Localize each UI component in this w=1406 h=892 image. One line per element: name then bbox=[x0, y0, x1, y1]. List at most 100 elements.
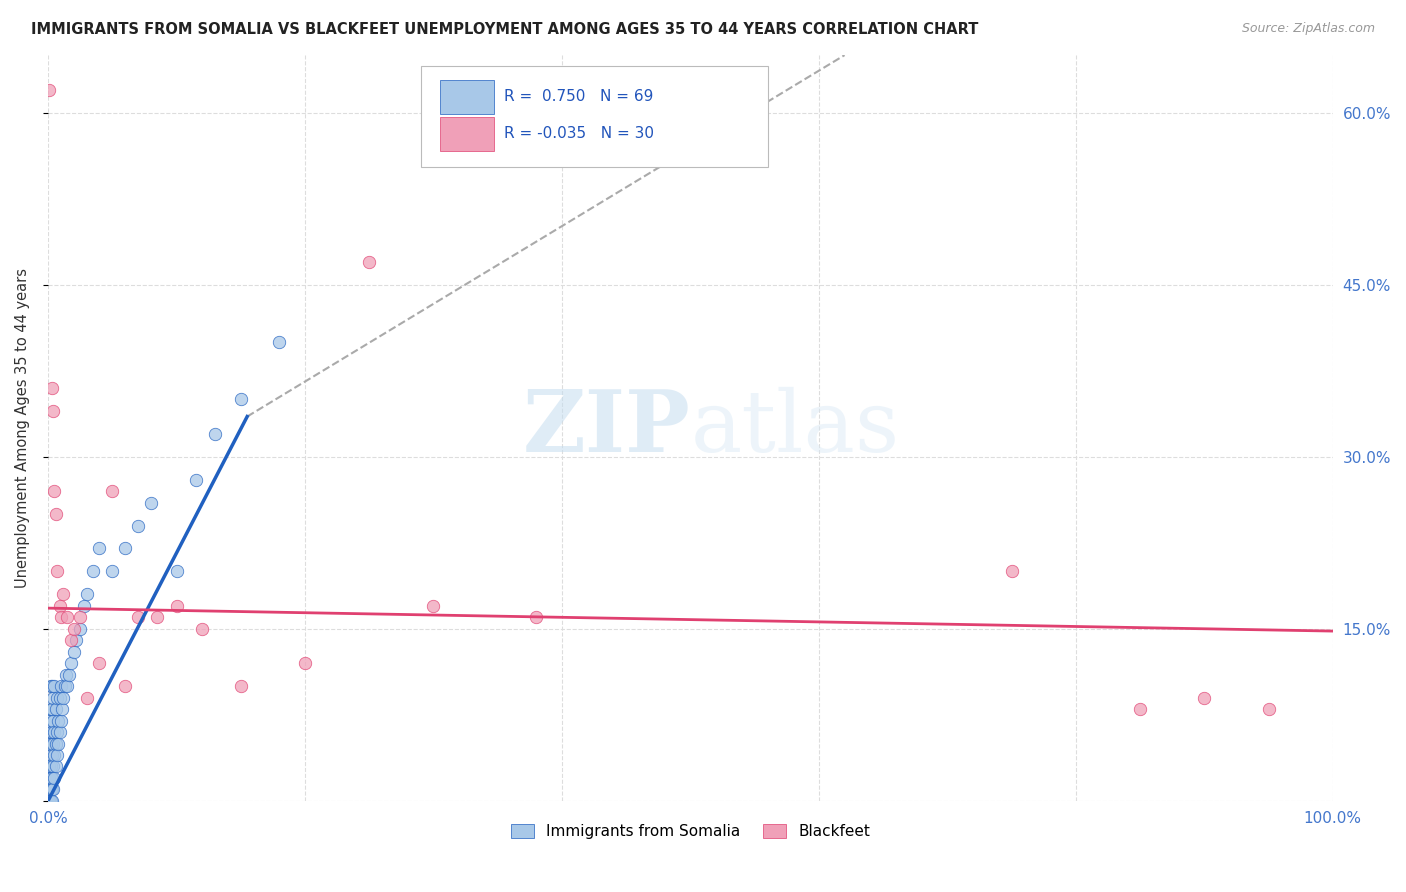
Point bbox=[39, 794, 62, 808]
Point bbox=[51, 702, 73, 716]
Point bbox=[89, 541, 111, 556]
Point bbox=[46, 690, 69, 705]
Point bbox=[52, 587, 75, 601]
Point bbox=[53, 679, 76, 693]
Point bbox=[44, 771, 66, 785]
Point bbox=[46, 565, 69, 579]
Point bbox=[114, 541, 136, 556]
Point bbox=[48, 690, 70, 705]
Point bbox=[56, 610, 79, 624]
Point bbox=[46, 737, 69, 751]
Legend: Immigrants from Somalia, Blackfeet: Immigrants from Somalia, Blackfeet bbox=[505, 818, 876, 846]
Point bbox=[44, 484, 66, 499]
Point bbox=[69, 622, 91, 636]
Point bbox=[44, 725, 66, 739]
Point bbox=[45, 737, 67, 751]
Point bbox=[58, 667, 80, 681]
Point bbox=[524, 610, 547, 624]
Point bbox=[41, 747, 63, 762]
Point bbox=[38, 794, 60, 808]
Point bbox=[65, 633, 87, 648]
Point bbox=[45, 507, 67, 521]
Point bbox=[60, 633, 83, 648]
Point bbox=[38, 82, 60, 96]
Point bbox=[41, 679, 63, 693]
Point bbox=[204, 426, 226, 441]
Point bbox=[89, 657, 111, 671]
Point bbox=[1129, 702, 1152, 716]
Point bbox=[114, 679, 136, 693]
Point bbox=[39, 794, 62, 808]
Text: IMMIGRANTS FROM SOMALIA VS BLACKFEET UNEMPLOYMENT AMONG AGES 35 TO 44 YEARS CORR: IMMIGRANTS FROM SOMALIA VS BLACKFEET UNE… bbox=[31, 22, 979, 37]
Point bbox=[49, 714, 72, 728]
Point bbox=[41, 782, 63, 797]
Point bbox=[42, 690, 65, 705]
Point bbox=[41, 381, 63, 395]
Point bbox=[39, 759, 62, 773]
Point bbox=[39, 725, 62, 739]
Point bbox=[48, 725, 70, 739]
Point bbox=[41, 702, 63, 716]
Point bbox=[166, 565, 188, 579]
Point bbox=[101, 565, 124, 579]
Point bbox=[55, 667, 77, 681]
FancyBboxPatch shape bbox=[420, 66, 768, 167]
Point bbox=[38, 714, 60, 728]
Point bbox=[294, 657, 316, 671]
Point bbox=[73, 599, 96, 613]
Text: R =  0.750   N = 69: R = 0.750 N = 69 bbox=[505, 88, 654, 103]
Point bbox=[166, 599, 188, 613]
Point bbox=[46, 747, 69, 762]
Point bbox=[422, 599, 444, 613]
Point bbox=[62, 622, 84, 636]
Point bbox=[127, 610, 149, 624]
Point bbox=[38, 794, 60, 808]
Point bbox=[42, 759, 65, 773]
Point bbox=[39, 679, 62, 693]
Point bbox=[1194, 690, 1216, 705]
Text: ZIP: ZIP bbox=[523, 386, 690, 470]
Point bbox=[52, 690, 75, 705]
Point bbox=[359, 254, 381, 268]
FancyBboxPatch shape bbox=[440, 79, 494, 114]
Point bbox=[269, 334, 291, 349]
Point bbox=[46, 725, 69, 739]
Point bbox=[69, 610, 91, 624]
Point bbox=[49, 679, 72, 693]
Point bbox=[1000, 565, 1022, 579]
Point bbox=[42, 737, 65, 751]
Point bbox=[41, 794, 63, 808]
Point bbox=[45, 759, 67, 773]
Point bbox=[39, 771, 62, 785]
Point bbox=[44, 679, 66, 693]
Point bbox=[46, 714, 69, 728]
Text: R = -0.035   N = 30: R = -0.035 N = 30 bbox=[505, 126, 654, 141]
Point bbox=[44, 747, 66, 762]
Point bbox=[38, 794, 60, 808]
Point bbox=[39, 702, 62, 716]
Point bbox=[38, 737, 60, 751]
Point bbox=[139, 495, 162, 509]
Point bbox=[229, 392, 252, 407]
Point bbox=[38, 771, 60, 785]
Point bbox=[38, 794, 60, 808]
Point bbox=[41, 771, 63, 785]
Point bbox=[42, 714, 65, 728]
Point bbox=[48, 599, 70, 613]
Point bbox=[41, 725, 63, 739]
Point bbox=[38, 794, 60, 808]
Point bbox=[45, 702, 67, 716]
Point bbox=[42, 782, 65, 797]
Text: Source: ZipAtlas.com: Source: ZipAtlas.com bbox=[1241, 22, 1375, 36]
Y-axis label: Unemployment Among Ages 35 to 44 years: Unemployment Among Ages 35 to 44 years bbox=[15, 268, 30, 588]
Point bbox=[76, 587, 98, 601]
Point bbox=[42, 404, 65, 418]
Point bbox=[229, 679, 252, 693]
Point bbox=[60, 657, 83, 671]
Point bbox=[101, 484, 124, 499]
Point bbox=[82, 565, 104, 579]
Point bbox=[184, 473, 207, 487]
FancyBboxPatch shape bbox=[440, 117, 494, 152]
Point bbox=[49, 610, 72, 624]
Point bbox=[127, 518, 149, 533]
